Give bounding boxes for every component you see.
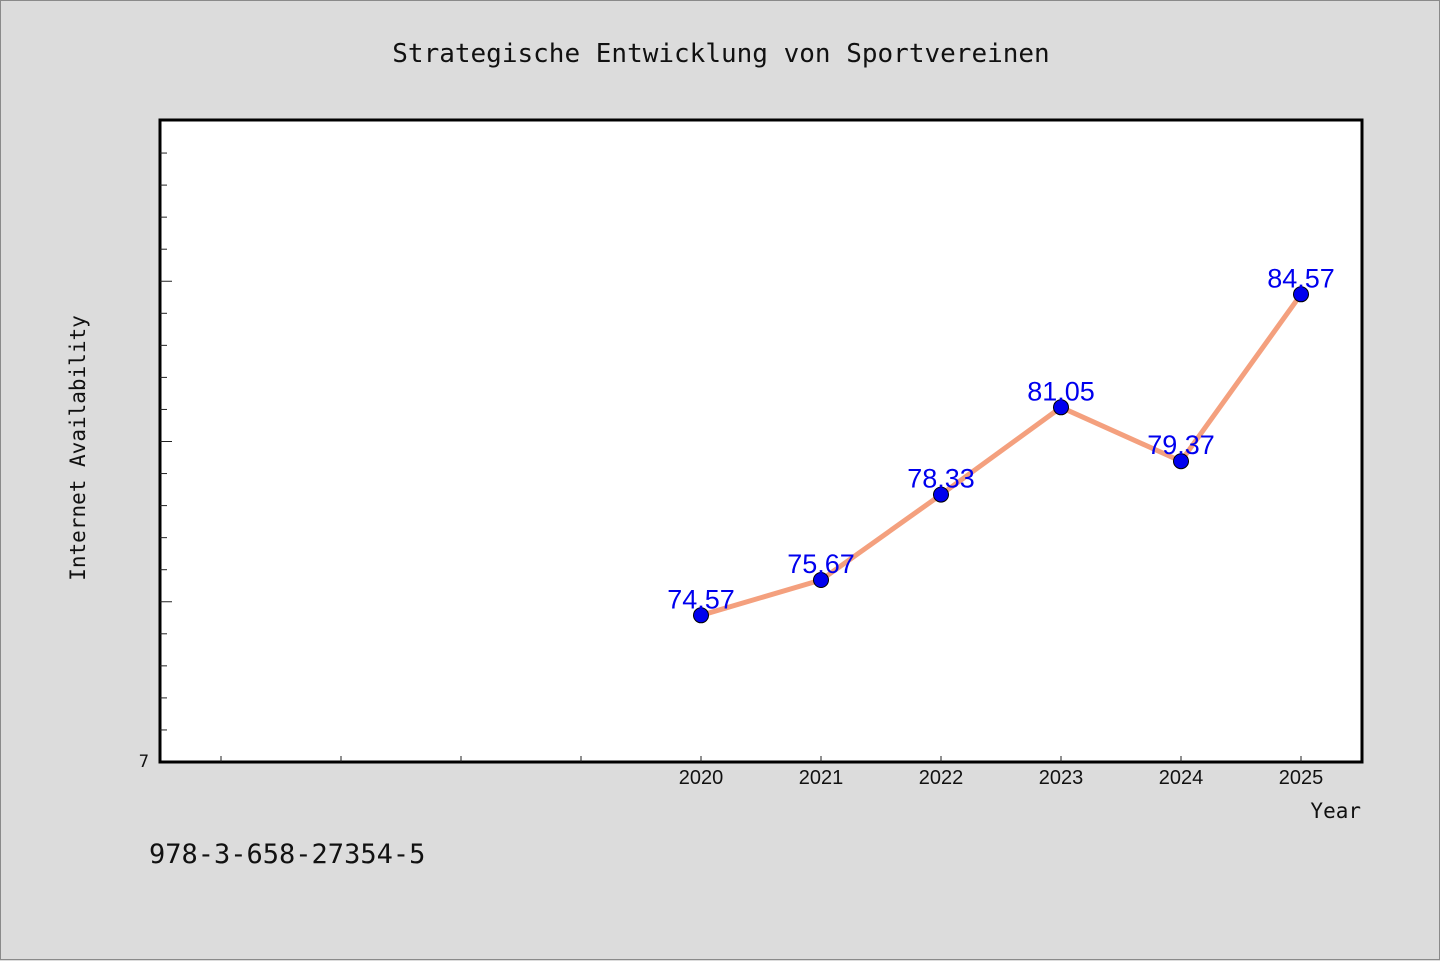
data-point [1053, 399, 1069, 416]
x-axis-ticks [220, 756, 1302, 762]
data-point [1293, 286, 1309, 303]
plot-area [158, 118, 1364, 764]
data-label: 78.33 [907, 464, 975, 494]
x-axis-label: Year [1310, 799, 1361, 823]
chart-title: Strategische Entwicklung von Sportverein… [392, 39, 1049, 69]
x-tick-labels: 2020 2021 2022 2023 2024 2025 [679, 767, 1324, 789]
data-point [933, 486, 949, 503]
x-tick-label: 2020 [679, 767, 724, 789]
data-label: 84.57 [1267, 263, 1335, 293]
x-tick-label: 2025 [1279, 767, 1324, 789]
data-label: 81.05 [1027, 376, 1095, 406]
data-point [1173, 453, 1189, 470]
x-tick-label: 2024 [1159, 767, 1204, 789]
data-labels: 74.57 75.67 78.33 81.05 79.37 84.57 [667, 263, 1335, 614]
data-label: 79.37 [1147, 430, 1215, 460]
isbn-text: 978-3-658-27354-5 [149, 839, 425, 870]
series-line [698, 291, 1304, 618]
series-markers [693, 286, 1309, 624]
data-point [693, 607, 709, 624]
y-axis-label: Internet Availability [66, 315, 90, 581]
x-tick-label: 2021 [799, 767, 844, 789]
x-tick-label: 2022 [919, 767, 964, 789]
y-tick-label: 7 [139, 752, 149, 772]
data-point [813, 571, 829, 588]
series-lines [698, 291, 1304, 618]
y-axis-ticks [160, 152, 172, 731]
x-tick-label: 2023 [1039, 767, 1084, 789]
data-label: 74.57 [667, 584, 735, 614]
data-label: 75.67 [787, 549, 855, 579]
